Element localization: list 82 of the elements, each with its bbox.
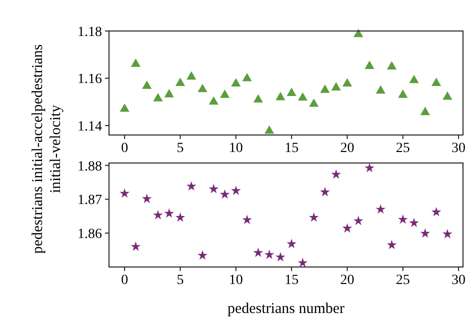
point xyxy=(242,214,252,224)
point xyxy=(253,248,264,257)
point xyxy=(386,240,397,250)
point xyxy=(198,84,208,92)
y-tick-label: 1.86 xyxy=(78,227,102,242)
point xyxy=(442,91,452,100)
point xyxy=(220,90,230,98)
x-tick-label: 30 xyxy=(452,273,466,288)
point xyxy=(376,204,386,214)
x-tick-label: 20 xyxy=(340,141,354,156)
point xyxy=(230,186,241,195)
y-tick-label: 1.18 xyxy=(78,24,102,40)
point xyxy=(175,212,186,222)
point xyxy=(364,60,374,69)
x-tick-label: 15 xyxy=(284,141,299,156)
point xyxy=(420,106,430,116)
point xyxy=(175,78,186,86)
point xyxy=(276,92,286,100)
point xyxy=(130,242,141,251)
x-tick-label: 0 xyxy=(121,141,128,156)
point xyxy=(130,58,141,67)
point xyxy=(198,250,208,260)
point xyxy=(264,250,274,259)
point xyxy=(264,125,274,134)
y-axis-title: pedestrians initial-accelpedestrians initial-velocity xyxy=(30,44,64,254)
x-tick-label: 25 xyxy=(396,273,410,288)
point xyxy=(153,93,163,102)
point xyxy=(331,169,342,179)
point xyxy=(309,98,319,107)
point xyxy=(208,96,218,105)
x-tick-label: 10 xyxy=(228,273,243,288)
point xyxy=(431,206,442,216)
point xyxy=(431,78,442,86)
y-tick-label: 1.88 xyxy=(78,159,102,174)
x-tick-label: 20 xyxy=(340,273,354,288)
y-tick-label: 1.14 xyxy=(78,119,102,134)
point xyxy=(342,78,352,86)
point xyxy=(164,208,174,218)
point xyxy=(331,82,341,90)
point xyxy=(442,228,452,238)
point xyxy=(320,186,330,196)
point xyxy=(253,94,263,103)
point xyxy=(308,212,319,222)
point xyxy=(153,210,163,220)
point xyxy=(298,92,308,101)
point xyxy=(398,90,408,98)
point xyxy=(342,223,352,233)
point xyxy=(208,184,219,194)
x-tick-label: 30 xyxy=(452,141,466,156)
point xyxy=(186,181,196,191)
point xyxy=(142,194,152,204)
point xyxy=(231,78,241,86)
point xyxy=(409,218,419,228)
point xyxy=(286,238,296,248)
point xyxy=(120,188,130,198)
point xyxy=(142,80,152,89)
x-tick-label: 10 xyxy=(228,141,243,156)
x-tick-label: 15 xyxy=(284,273,299,288)
point xyxy=(276,252,286,262)
y-tick-label: 1.87 xyxy=(78,193,102,208)
x-tick-label: 5 xyxy=(176,273,184,288)
point xyxy=(398,214,408,224)
point xyxy=(353,216,364,226)
y-tick-label: 1.16 xyxy=(78,72,102,88)
x-axis-title: pedestrians number xyxy=(227,301,345,317)
point xyxy=(420,228,430,238)
point xyxy=(242,72,252,82)
point xyxy=(286,88,296,96)
point xyxy=(376,85,386,94)
point xyxy=(364,162,374,172)
point xyxy=(220,189,230,199)
point xyxy=(164,89,174,98)
point xyxy=(320,84,330,93)
x-tick-label: 5 xyxy=(176,141,184,156)
point xyxy=(298,258,308,268)
point xyxy=(186,71,196,80)
point xyxy=(409,74,419,84)
point xyxy=(386,61,397,70)
point xyxy=(120,103,130,112)
x-tick-label: 0 xyxy=(121,273,128,288)
point xyxy=(354,28,364,38)
x-tick-label: 25 xyxy=(396,141,410,156)
